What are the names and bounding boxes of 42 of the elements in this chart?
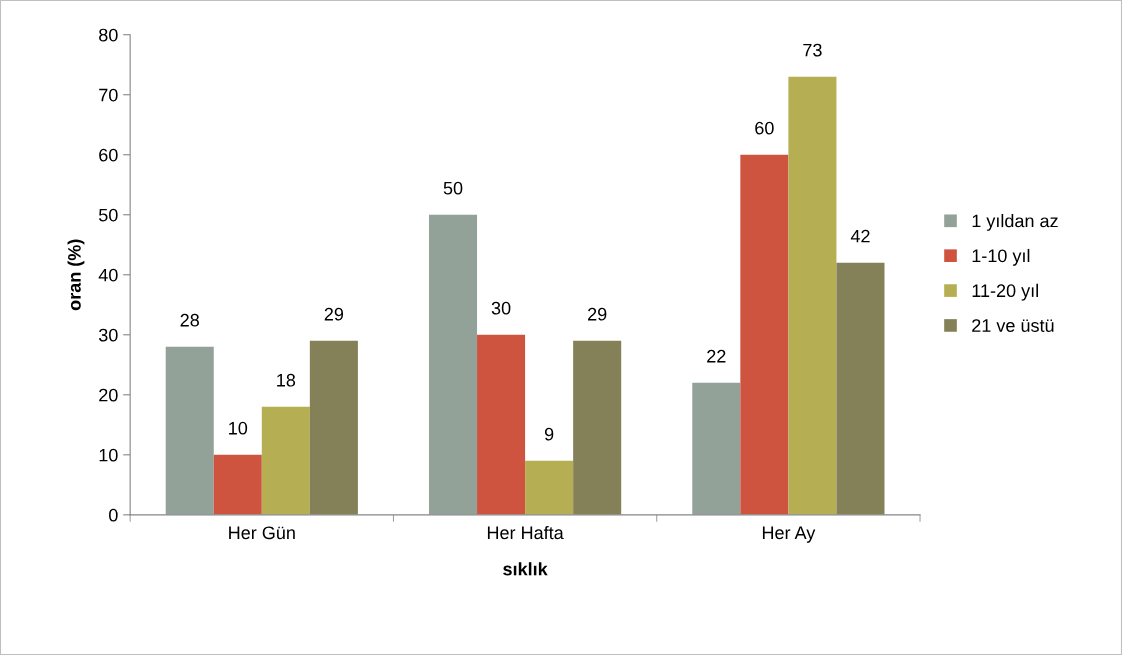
data-label: 30 — [491, 301, 511, 315]
y-tick-label: 10 — [99, 448, 118, 462]
bar — [692, 382, 741, 515]
y-tick-label: 80 — [99, 28, 118, 42]
data-label: 10 — [229, 421, 248, 435]
bar — [428, 214, 478, 515]
y-tick-label: 50 — [98, 208, 118, 222]
y-axis-title: oran (%) — [67, 239, 85, 311]
bar — [213, 454, 262, 515]
legend-label: 1 yıldan az — [972, 214, 1058, 231]
data-label: 42 — [850, 229, 870, 243]
bar — [740, 154, 789, 515]
bar — [261, 406, 310, 515]
bar — [165, 346, 214, 515]
y-tick-label: 40 — [98, 268, 118, 282]
x-tick-label: Her Ay — [762, 526, 816, 543]
data-label: 29 — [588, 307, 607, 321]
data-label: 29 — [324, 307, 344, 321]
y-tick-label: 20 — [99, 388, 118, 402]
y-tick-label: 0 — [109, 508, 118, 522]
data-label: 73 — [803, 43, 822, 57]
data-label: 22 — [707, 349, 726, 363]
legend-label: 11-20 yıl — [972, 283, 1038, 301]
bar — [477, 334, 526, 515]
y-tick-label: 60 — [99, 148, 118, 162]
y-tick-label: 70 — [99, 88, 118, 102]
bar — [573, 340, 622, 515]
data-label: 60 — [755, 121, 774, 135]
data-label: 28 — [180, 313, 199, 327]
y-tick-label: 30 — [98, 328, 118, 342]
bar — [309, 340, 358, 515]
legend-label: 1-10 yıl — [972, 248, 1030, 266]
x-tick-label: Her Gün — [229, 526, 295, 540]
bar — [525, 460, 574, 515]
x-tick-label: Her Hafta — [487, 525, 564, 540]
bar — [836, 262, 885, 515]
legend-label: 21 ve üstü — [972, 319, 1054, 332]
data-label: 50 — [443, 181, 463, 195]
bar — [788, 76, 837, 515]
data-label: 9 — [544, 427, 554, 441]
data-label: 18 — [277, 373, 296, 387]
x-axis-title: sıklık — [503, 562, 548, 576]
